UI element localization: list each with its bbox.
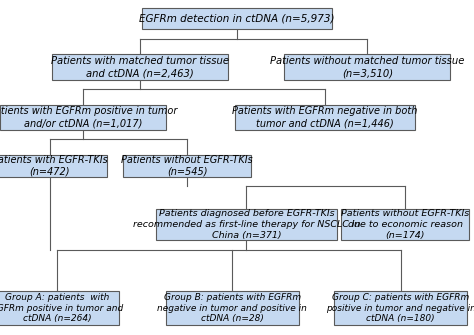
Text: Patients with matched tumor tissue
and ctDNA (n=2,463): Patients with matched tumor tissue and c… bbox=[51, 56, 229, 78]
Text: EGFRm detection in ctDNA (n=5,973): EGFRm detection in ctDNA (n=5,973) bbox=[139, 13, 335, 23]
FancyBboxPatch shape bbox=[341, 208, 469, 241]
FancyBboxPatch shape bbox=[0, 105, 166, 130]
FancyBboxPatch shape bbox=[142, 7, 332, 29]
Text: Patients with EGFRm negative in both
tumor and ctDNA (n=1,446): Patients with EGFRm negative in both tum… bbox=[232, 106, 418, 128]
FancyBboxPatch shape bbox=[123, 155, 251, 177]
Text: Patients without EGFR-TKIs
(n=545): Patients without EGFR-TKIs (n=545) bbox=[121, 155, 253, 177]
FancyBboxPatch shape bbox=[156, 208, 337, 241]
Text: Patients without matched tumor tissue
(n=3,510): Patients without matched tumor tissue (n… bbox=[270, 56, 465, 78]
Text: Group A: patients  with
EGFRm positive in tumor and
ctDNA (n=264): Group A: patients with EGFRm positive in… bbox=[0, 293, 123, 324]
FancyBboxPatch shape bbox=[166, 291, 299, 325]
Text: Group C: patients with EGFRm
positive in tumor and negative in
ctDNA (n=180): Group C: patients with EGFRm positive in… bbox=[326, 293, 474, 324]
FancyBboxPatch shape bbox=[0, 291, 118, 325]
Text: Group B: patients with EGFRm
negative in tumor and positive in
ctDNA (n=28): Group B: patients with EGFRm negative in… bbox=[157, 293, 307, 324]
Text: Patients with EGFR-TKIs
(n=472): Patients with EGFR-TKIs (n=472) bbox=[0, 155, 108, 177]
FancyBboxPatch shape bbox=[334, 291, 467, 325]
FancyBboxPatch shape bbox=[52, 54, 228, 79]
FancyBboxPatch shape bbox=[235, 105, 415, 130]
FancyBboxPatch shape bbox=[0, 155, 107, 177]
Text: Patients with EGFRm positive in tumor
and/or ctDNA (n=1,017): Patients with EGFRm positive in tumor an… bbox=[0, 106, 177, 128]
FancyBboxPatch shape bbox=[284, 54, 450, 79]
Text: Patients without EGFR-TKIs
due to economic reason
(n=174): Patients without EGFR-TKIs due to econom… bbox=[341, 209, 469, 240]
Text: Patients diagnosed before EGFR-TKIs
recommended as first-line therapy for NSCLC : Patients diagnosed before EGFR-TKIs reco… bbox=[133, 209, 360, 240]
